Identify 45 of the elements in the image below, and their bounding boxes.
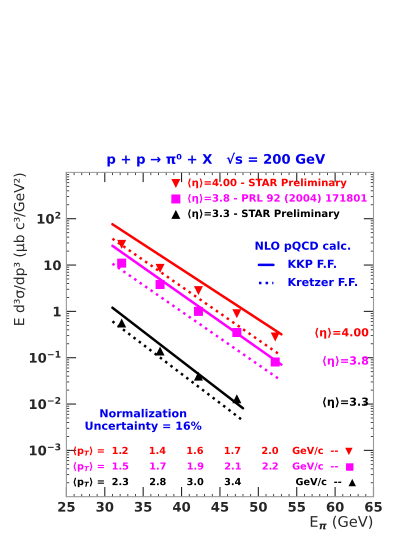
annotation: NLO pQCD calc.	[256, 241, 350, 252]
annotation: ⟨η⟩=3.8	[323, 356, 368, 367]
y-tick-label: 10	[44, 260, 61, 270]
x-tick-label: 60	[326, 502, 344, 512]
point	[117, 318, 126, 328]
legend-label: ⟨η⟩=3.3 - STAR Preliminary	[188, 209, 340, 220]
point	[117, 258, 126, 268]
point	[156, 280, 165, 290]
y-tick-label: 1	[54, 306, 61, 316]
y-tick-label: 10$^{2}$	[38, 212, 60, 224]
x-tick-label: 35	[134, 502, 152, 512]
point	[232, 328, 242, 338]
point	[156, 346, 165, 356]
y-tick-label: 10$^{−1}$	[30, 350, 60, 363]
x-axis-title: E$_{π}$ (GeV)	[310, 516, 372, 530]
annotation: ⟨p$_{T}$⟩ = 1.5 1.7 1.9 2.1 2.2 GeV/c -- ■	[74, 462, 354, 472]
point	[232, 394, 242, 404]
annotation: ⟨p$_{T}$⟩ = 2.3 2.8 3.0 3.4 GeV/c -- ▲	[74, 478, 356, 488]
y-tick-label: 10$^{−2}$	[30, 397, 60, 410]
y-axis-title: E d³σ/dp³ (μb c³/GeV²)	[14, 174, 28, 325]
point	[232, 309, 242, 318]
x-tick-label: 50	[250, 502, 267, 512]
point	[117, 240, 126, 249]
annotation: ⟨p$_{T}$⟩ = 1.2 1.4 1.6 1.7 2.0 GeV/c -- ▼	[74, 446, 353, 456]
y-tick-label: 10$^{−3}$	[30, 443, 60, 456]
x-tick-label: 55	[288, 502, 305, 512]
x-tick-label: 65	[365, 502, 382, 512]
annotation: Normalization Uncertainty = 16%	[86, 408, 202, 432]
x-tick-label: 45	[211, 502, 228, 512]
annotation: ⟨η⟩=3.3	[323, 397, 368, 408]
annotation: KKP F.F.	[288, 260, 336, 268]
point	[194, 372, 203, 381]
chart-title: p + p → π⁰ + X √s = 200 GeV	[108, 152, 326, 166]
legend-label: ⟨η⟩=3.8 - PRL 92 (2004) 171801	[188, 194, 367, 204]
point	[270, 357, 280, 366]
x-tick-label: 25	[58, 502, 75, 512]
point	[194, 286, 203, 296]
text: ⟨η⟩=4.00 - STAR Preliminary	[188, 178, 347, 188]
x-tick-label: 30	[96, 502, 114, 512]
point	[156, 264, 165, 273]
point	[194, 306, 203, 316]
x-tick-label: 40	[172, 502, 190, 512]
point	[270, 332, 280, 342]
annotation: Kretzer F.F.	[288, 278, 358, 286]
annotation: ⟨η⟩=4.00	[315, 328, 368, 339]
